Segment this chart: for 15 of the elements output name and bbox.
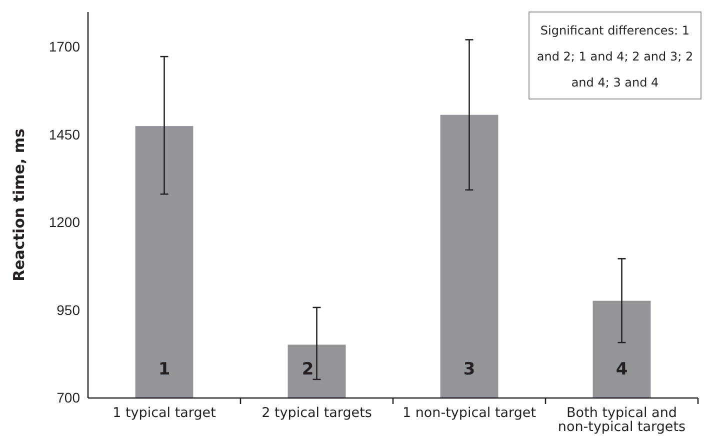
- annotation: 1: [158, 360, 170, 380]
- x-tick-label: 2 typical targets: [262, 405, 372, 421]
- x-tick-label: 1 typical target: [112, 405, 216, 421]
- x-tick-label: 1 non-typical target: [402, 405, 536, 421]
- y-axis-title: Reaction time, ms: [10, 128, 28, 282]
- y-tick-label: 1450: [48, 126, 80, 142]
- annotation: Significant differences: 1 and 2; 1 and 4; 2 and 3; 2 and 4; 3 and 4: [536, 24, 694, 90]
- annotation: 3: [463, 360, 476, 380]
- y-tick-label: 950: [56, 302, 80, 318]
- y-tick-label: 1700: [48, 38, 80, 55]
- y-tick-label: 700: [56, 389, 80, 406]
- annotation: 2: [302, 360, 314, 380]
- annotation: 4: [616, 360, 628, 380]
- x-tick-label: Both typical and non-typical targets: [558, 405, 686, 435]
- y-tick-label: 1200: [48, 214, 80, 230]
